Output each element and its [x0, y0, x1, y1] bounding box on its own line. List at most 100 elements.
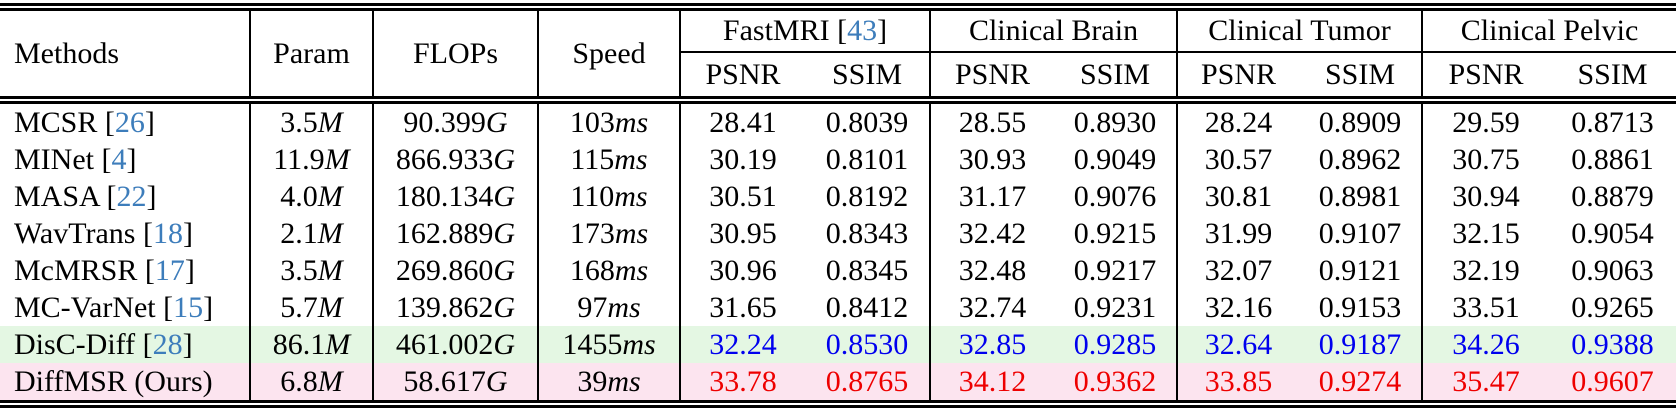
col-header-flops: FLOPs	[372, 7, 538, 100]
param-unit: M	[317, 290, 343, 324]
method-name: MCSR	[14, 105, 98, 139]
metric-cell: 33.51	[1421, 289, 1550, 326]
metric-cell: 0.9107	[1318, 216, 1402, 250]
method-name: WavTrans	[14, 216, 136, 250]
param-unit: M	[324, 142, 350, 176]
param-value: 3.5	[280, 253, 318, 287]
metric-cell: 0.8962	[1318, 142, 1402, 176]
group-header-clinical-pelvic: Clinical Pelvic	[1421, 7, 1676, 53]
method-name: MC-VarNet	[14, 290, 156, 324]
citation-link[interactable]: 22	[116, 179, 147, 213]
metric-cell: 28.24	[1176, 100, 1300, 141]
flops-unit: G	[485, 364, 508, 398]
group-header-row: Methods Param FLOPs Speed FastMRI [43] Cl…	[0, 7, 1676, 100]
metric-cell: 0.8930	[1073, 105, 1157, 139]
citation-link[interactable]: 26	[114, 105, 145, 139]
flops-cell: 180.134G	[372, 178, 538, 215]
metric-cell: 0.9215	[1073, 216, 1157, 250]
method-name: MASA	[14, 179, 100, 213]
group-header-label: Clinical Brain	[968, 14, 1139, 47]
metric-cell: 0.9217	[1073, 253, 1157, 287]
metric-cell: 28.41	[679, 100, 805, 141]
metric-cell: 0.8530	[825, 327, 909, 361]
citation-link[interactable]: 28	[152, 327, 183, 361]
flops-unit: G	[493, 179, 516, 213]
col-header-ssim: SSIM	[1325, 57, 1396, 91]
group-header-label: Clinical Pelvic	[1460, 14, 1639, 47]
metric-cell: 35.47	[1421, 363, 1550, 404]
metric-cell: 33.85	[1176, 363, 1300, 404]
speed-value: 39	[577, 364, 608, 398]
col-header-speed: Speed	[537, 7, 680, 100]
flops-cell: 90.399G	[372, 100, 538, 141]
metric-cell: 32.19	[1421, 252, 1550, 289]
flops-unit: G	[493, 142, 516, 176]
speed-value: 97	[577, 290, 608, 324]
metric-cell: 0.9076	[1073, 179, 1157, 213]
speed-unit: ms	[614, 179, 648, 213]
speed-cell: 115ms	[537, 141, 680, 178]
col-header-psnr: PSNR	[679, 52, 805, 100]
citation-link[interactable]: 15	[173, 290, 204, 324]
metric-cell: 0.8039	[825, 105, 909, 139]
sub-header-row: PSNR SSIM PSNR SSIM PSNR SSIM PSNR SSIM	[0, 52, 1676, 100]
metric-cell: 0.9274	[1318, 364, 1402, 398]
col-header-ssim: SSIM	[831, 57, 903, 91]
metric-cell: 0.8412	[825, 290, 909, 324]
metric-cell: 30.96	[679, 252, 805, 289]
speed-cell: 168ms	[537, 252, 680, 289]
col-header-ssim: SSIM	[1079, 57, 1151, 91]
metric-cell: 30.51	[679, 178, 805, 215]
param-unit: M	[317, 253, 343, 287]
param-value: 5.7	[280, 290, 318, 324]
speed-cell: 97ms	[537, 289, 680, 326]
metric-cell: 29.59	[1421, 100, 1550, 141]
speed-value: 173	[569, 216, 615, 250]
flops-cell: 58.617G	[372, 363, 538, 404]
citation-link[interactable]: 18	[152, 216, 183, 250]
metric-cell: 32.48	[929, 252, 1054, 289]
param-value: 2.1	[280, 216, 318, 250]
table-row: DisC-Diff [28] 86.1M 461.002G 1455ms 32.24 0.…	[0, 326, 1676, 363]
metric-cell: 33.78	[679, 363, 805, 404]
flops-value: 866.933	[395, 142, 494, 176]
metric-cell: 32.07	[1176, 252, 1300, 289]
speed-unit: ms	[607, 364, 641, 398]
metric-cell: 0.9063	[1571, 253, 1654, 287]
method-cell: DiffMSR (Ours)	[0, 363, 250, 404]
speed-cell: 173ms	[537, 215, 680, 252]
flops-value: 139.862	[395, 290, 494, 324]
param-value: 6.8	[280, 364, 318, 398]
table-row: WavTrans [18] 2.1M 162.889G 173ms 30.95 0.834…	[0, 215, 1676, 252]
param-cell: 11.9M	[249, 141, 373, 178]
citation-link[interactable]: 43	[847, 14, 878, 47]
col-header-ssim: SSIM	[1577, 57, 1648, 91]
metric-cell: 0.9607	[1571, 364, 1654, 398]
flops-value: 461.002	[395, 327, 494, 361]
flops-value: 162.889	[395, 216, 494, 250]
citation-link[interactable]: 4	[111, 142, 127, 176]
metric-cell: 32.42	[929, 215, 1054, 252]
param-cell: 4.0M	[249, 178, 373, 215]
flops-cell: 461.002G	[372, 326, 538, 363]
param-unit: M	[317, 105, 343, 139]
metric-cell: 0.9049	[1073, 142, 1157, 176]
speed-value: 103	[569, 105, 615, 139]
speed-cell: 103ms	[537, 100, 680, 141]
group-header-label: FastMRI	[722, 14, 830, 47]
metric-cell: 30.57	[1176, 141, 1300, 178]
param-cell: 3.5M	[249, 100, 373, 141]
metric-cell: 30.75	[1421, 141, 1550, 178]
citation-link[interactable]: 17	[154, 253, 185, 287]
param-value: 3.5	[280, 105, 318, 139]
col-header-psnr: PSNR	[1176, 52, 1300, 100]
metric-cell: 32.85	[929, 326, 1054, 363]
metric-cell: 30.81	[1176, 178, 1300, 215]
method-name: DiffMSR (Ours)	[14, 364, 213, 398]
metric-cell: 32.15	[1421, 215, 1550, 252]
metric-cell: 0.9362	[1073, 364, 1157, 398]
metric-cell: 0.9153	[1318, 290, 1402, 324]
method-cell: MCSR [26]	[14, 105, 155, 139]
speed-cell: 39ms	[537, 363, 680, 404]
